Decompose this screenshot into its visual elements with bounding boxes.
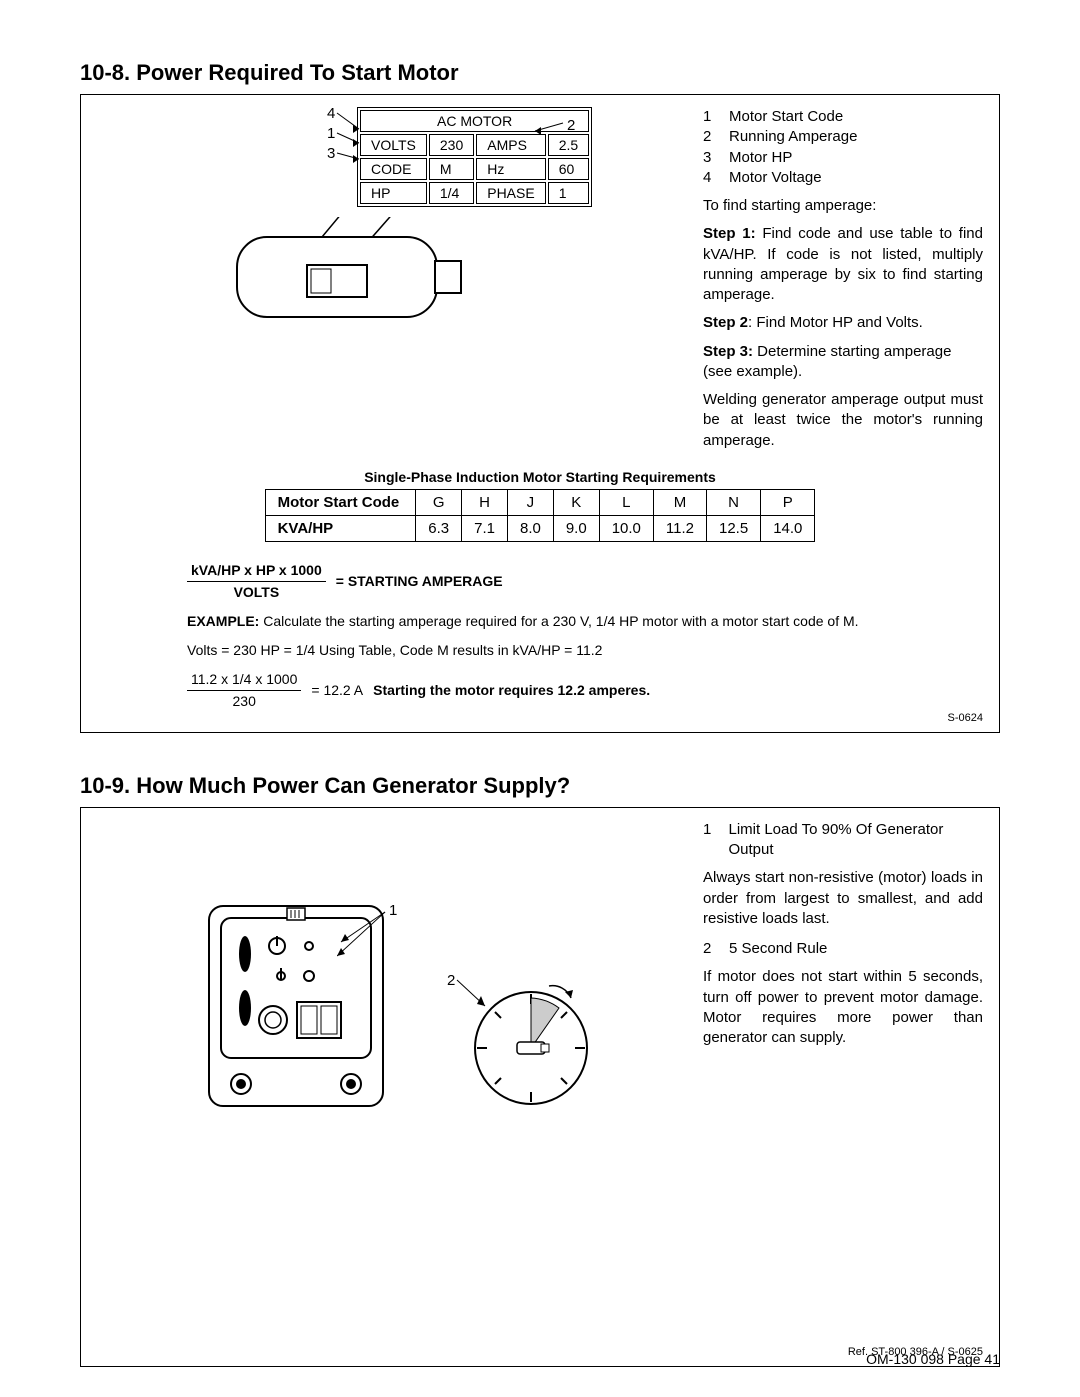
step-3: Step 3: Determine starting amperage (see… <box>703 342 983 383</box>
page-footer: OM-130 098 Page 41 <box>866 1351 1000 1367</box>
amperage-note: Welding generator amperage output must b… <box>703 390 983 451</box>
ref-108: S-0624 <box>948 712 983 724</box>
step-2: Step 2: Find Motor HP and Volts. <box>703 313 983 333</box>
formula: kVA/HP x HP x 1000VOLTS = STARTING AMPER… <box>187 560 983 603</box>
example-text: EXAMPLE: Calculate the starting amperage… <box>187 611 983 632</box>
legend-109-1: 1Limit Load To 90% Of Generator Output <box>703 820 983 861</box>
motor-figure: 4 1 3 2 AC MOTOR VOLTS230 AMPS2.5 CODEM … <box>97 107 679 337</box>
requirements-table: Motor Start Code GH JK LM NP KVA/HP 6.37… <box>265 489 816 542</box>
step-1: Step 1: Find code and use table to find … <box>703 224 983 305</box>
leader-1-icon <box>337 908 397 968</box>
section-10-8-title: 10-8. Power Required To Start Motor <box>80 60 1000 86</box>
motor-icon <box>217 217 477 337</box>
find-intro: To find starting amperage: <box>703 196 983 216</box>
calc-result: 11.2 x 1/4 x 1000230 = 12.2 A Starting t… <box>187 669 983 712</box>
req-table-title: Single-Phase Induction Motor Starting Re… <box>97 469 983 485</box>
legend-109-2: 25 Second Rule <box>703 939 983 959</box>
example-line2: Volts = 230 HP = 1/4 Using Table, Code M… <box>187 640 983 661</box>
p2-109: If motor does not start within 5 seconds… <box>703 967 983 1048</box>
legend-list-108: 1Motor Start Code 2Running Amperage 3Mot… <box>703 107 983 188</box>
p1-109: Always start non-resistive (motor) loads… <box>703 868 983 929</box>
section-10-9-title: 10-9. How Much Power Can Generator Suppl… <box>80 773 1000 799</box>
stopwatch-icon <box>451 968 601 1118</box>
leader-lines-icon <box>335 111 595 201</box>
